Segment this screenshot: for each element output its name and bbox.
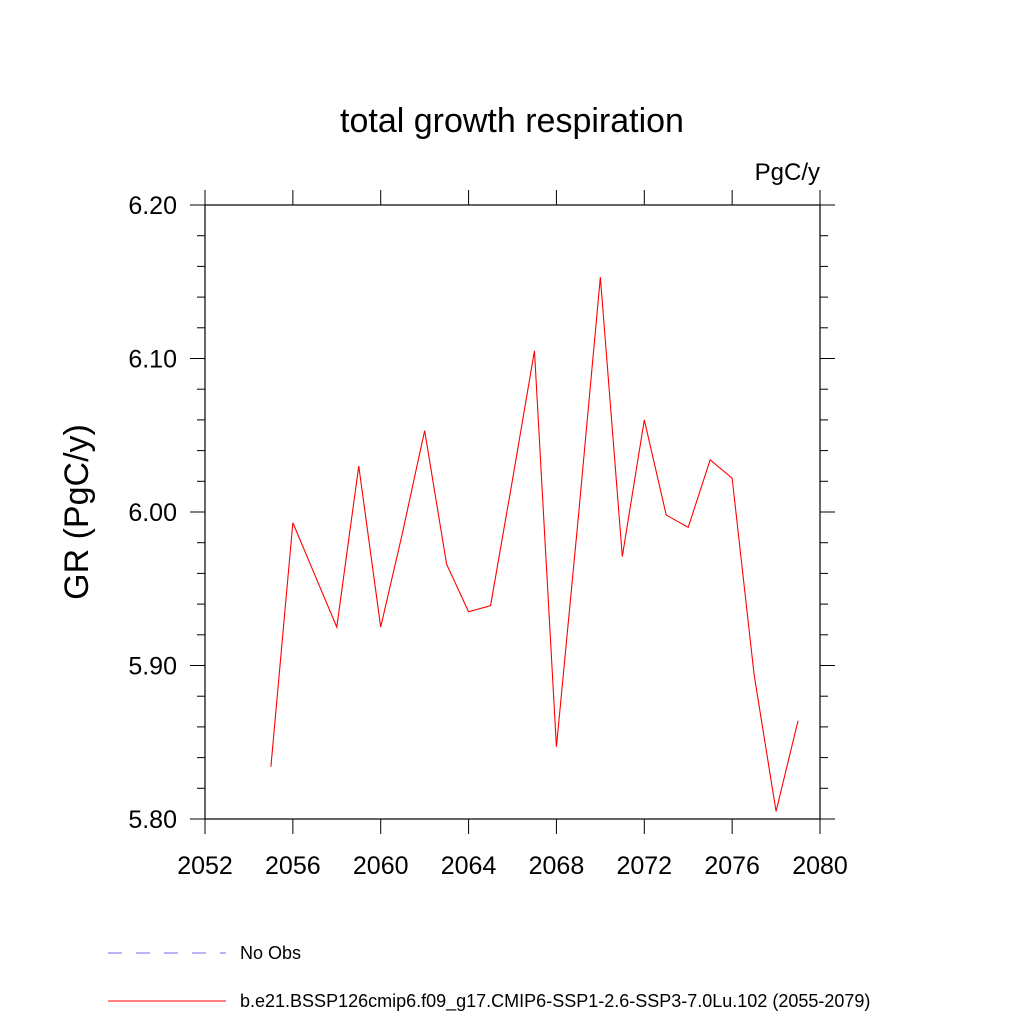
y-tick-label: 6.20 (128, 192, 177, 220)
x-axis-ticks: 2052 2056 2060 2064 2068 2072 2076 2080 (177, 190, 848, 880)
y-tick-label: 6.00 (128, 499, 177, 527)
x-tick-label: 2064 (441, 852, 497, 880)
x-tick-label: 2068 (529, 852, 585, 880)
series-layer (270, 277, 799, 812)
plot-frame (204, 204, 821, 820)
chart-title: total growth respiration (340, 102, 684, 140)
y-axis-ticks: 5.80 5.90 6.00 6.10 6.20 (128, 192, 835, 834)
legend-label-no-obs: No Obs (240, 943, 301, 963)
series-line (270, 277, 799, 812)
y-axis-label: GR (PgC/y) (58, 424, 96, 600)
y-tick-label: 6.10 (128, 346, 177, 374)
units-label: PgC/y (755, 159, 820, 186)
x-tick-label: 2080 (792, 852, 848, 880)
legend: No Obs b.e21.BSSP126cmip6.f09_g17.CMIP6-… (108, 943, 870, 1012)
x-tick-label: 2060 (353, 852, 409, 880)
x-tick-label: 2052 (177, 852, 233, 880)
y-tick-label: 5.80 (128, 806, 177, 834)
x-tick-label: 2076 (704, 852, 760, 880)
legend-label-model: b.e21.BSSP126cmip6.f09_g17.CMIP6-SSP1-2.… (240, 991, 870, 1012)
y-tick-label: 5.90 (128, 653, 177, 681)
x-tick-label: 2056 (265, 852, 321, 880)
x-tick-label: 2072 (616, 852, 672, 880)
